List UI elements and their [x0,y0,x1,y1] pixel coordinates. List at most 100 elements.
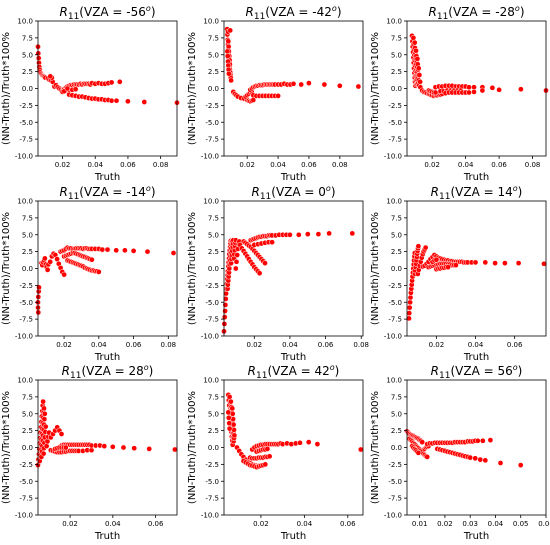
data-point [89,256,95,263]
data-point [314,441,321,447]
y-tick-label: -7.5 [205,495,219,503]
data-point [222,308,228,314]
y-axis-label: (NN-Truth)/Truth*100% [370,32,381,145]
data-point [290,80,297,87]
data-point [406,310,413,316]
data-point [47,73,54,80]
data-point [407,299,413,306]
data-point [170,250,177,256]
data-point [226,70,232,77]
data-point [113,247,120,254]
y-tick-label: 0.0 [22,444,33,452]
data-point [131,445,138,452]
data-point [306,80,312,86]
data-point [43,443,50,449]
y-tick-label: 0.0 [391,444,402,452]
x-tick-label: 0.02 [246,341,262,349]
data-point [262,461,269,468]
data-point [297,439,303,446]
y-tick-label: 2.5 [22,427,33,435]
title-subscript: 11 [68,192,79,202]
data-point [228,398,234,405]
data-point [479,437,486,444]
x-tick-label: 0.06 [340,520,356,528]
title-suffix: ) [335,364,340,378]
data-point [453,262,459,268]
data-point [355,83,362,90]
title-text: (VZA = -56 [79,5,146,19]
x-tick-label: 0.04 [468,341,484,349]
y-tick-label: 10.0 [386,377,402,385]
data-point [269,239,275,246]
y-tick-label: 7.5 [22,34,33,42]
data-point [108,97,115,104]
data-point [64,85,71,92]
data-point [541,260,547,267]
data-point [229,405,236,412]
data-point [410,35,417,41]
subplot-title: R11(VZA = -42o) [246,4,342,22]
title-superscript: o [144,363,149,372]
title-subscript: 11 [256,371,267,381]
data-point [305,439,312,445]
x-axis-label: Truth [94,352,120,363]
data-point [414,55,421,62]
subplot-9: R11(VZA = 56o) 0.01 0.02 0.03 0.04 0.05 0.06 -1… [370,363,550,542]
data-point [433,256,440,263]
data-point [40,450,47,457]
y-tick-label: 7.5 [391,393,402,401]
subplot-title: R11(VZA = 0o) [251,184,335,202]
y-tick-label: 2.5 [208,248,219,256]
data-point [222,302,229,308]
data-point [496,86,502,93]
data-point [474,437,481,444]
x-tick-label: 0.02 [253,520,269,528]
data-point [502,260,508,266]
title-subscript: 11 [260,192,271,202]
y-tick-label: 10.0 [17,18,33,26]
title-text: (VZA = 14 [450,185,512,199]
y-tick-label: 7.5 [22,393,33,401]
data-point [41,416,48,422]
x-tick-label: 0.08 [332,161,348,169]
data-point [432,89,439,96]
y-tick-label: -5.0 [388,119,402,127]
subplot-4: R11(VZA = -14o) 0.02 0.04 0.06 0.08 -10.0 -7.5… [1,184,178,363]
x-tick-label: 0.08 [161,341,177,349]
title-text: (VZA = 42 [267,364,329,378]
data-point [146,446,153,452]
data-point [234,252,241,258]
title-subscript: 11 [439,371,450,381]
title-symbol: R [431,364,439,378]
y-tick-label: 5.0 [208,51,219,59]
y-tick-label: 10.0 [203,198,219,206]
data-point [336,82,343,89]
y-tick-label: 5.0 [391,410,402,418]
title-symbol: R [431,185,439,199]
y-tick-label: -7.5 [19,136,33,144]
y-tick-label: -10.0 [201,512,219,520]
y-tick-label: 0.0 [208,444,219,452]
y-tick-label: 5.0 [208,231,219,239]
data-point [101,443,108,449]
data-point [482,259,489,266]
title-symbol: R [246,5,254,19]
x-tick-label: 0.06 [301,161,317,169]
data-point [226,420,233,427]
subplot-7: R11(VZA = 28o) 0.02 0.04 0.06 -10.0 -7.5 -5.0 -… [1,363,178,542]
y-tick-label: -5.0 [205,478,219,486]
title-symbol: R [60,5,68,19]
y-tick-label: -10.0 [384,512,402,520]
data-point [54,256,60,262]
x-axis-label: Truth [463,172,489,183]
subplot-2: R11(VZA = -42o) 0.02 0.04 0.06 0.08 -10.0 -7.5… [187,4,364,183]
data-point [419,439,426,445]
data-point [40,398,46,405]
y-tick-label: 7.5 [391,34,402,42]
x-tick-label: 0.08 [525,161,541,169]
data-point [407,294,414,301]
y-tick-label: -5.0 [19,299,33,307]
data-point [424,454,431,460]
x-tick-label: 0.05 [513,520,529,528]
subplot-title: R11(VZA = -14o) [60,184,156,202]
